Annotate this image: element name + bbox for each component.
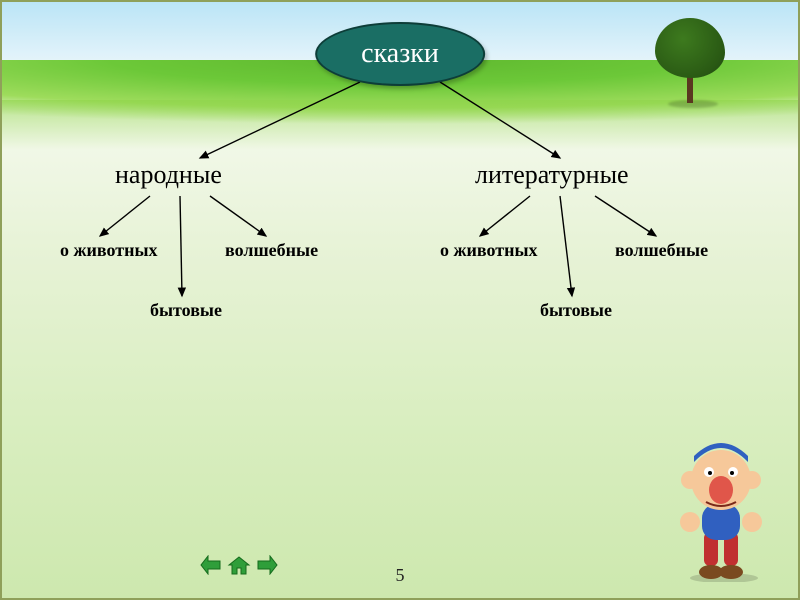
arrow-left-icon — [200, 555, 222, 575]
leaf-left-0: о животных — [60, 240, 158, 261]
node-literary: литературные — [475, 160, 629, 190]
tree-shadow — [668, 100, 718, 108]
node-folk: народные — [115, 160, 222, 190]
next-button[interactable] — [254, 554, 280, 576]
leaf-right-0: о животных — [440, 240, 538, 261]
leaf-left-1: бытовые — [150, 300, 222, 321]
tree-canopy — [655, 18, 725, 78]
leaf-right-2: волшебные — [615, 240, 708, 261]
tree-illustration — [650, 18, 730, 108]
page-number: 5 — [396, 565, 405, 586]
home-icon — [227, 555, 251, 575]
root-node: сказки — [315, 22, 485, 86]
prev-button[interactable] — [198, 554, 224, 576]
cartoon-character — [662, 432, 772, 582]
arrow-right-icon — [256, 555, 278, 575]
leaf-right-1: бытовые — [540, 300, 612, 321]
nav-controls — [198, 554, 280, 576]
leaf-left-2: волшебные — [225, 240, 318, 261]
home-button[interactable] — [226, 554, 252, 576]
